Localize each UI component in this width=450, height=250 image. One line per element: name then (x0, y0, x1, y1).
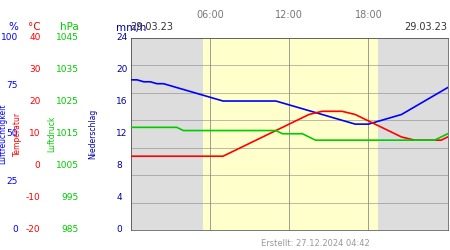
Text: °C: °C (28, 22, 40, 32)
Text: 30: 30 (29, 65, 40, 74)
Text: 995: 995 (62, 194, 79, 202)
Text: 1035: 1035 (56, 65, 79, 74)
Text: 20: 20 (116, 65, 127, 74)
Text: 0: 0 (116, 226, 122, 234)
Text: 25: 25 (7, 178, 18, 186)
Text: 1015: 1015 (56, 129, 79, 138)
Bar (203, 38, 378, 230)
Text: 18:00: 18:00 (355, 10, 382, 20)
Text: 24: 24 (116, 33, 127, 42)
Text: 20: 20 (29, 97, 40, 106)
Text: 06:00: 06:00 (196, 10, 224, 20)
Text: %: % (8, 22, 18, 32)
Text: 10: 10 (29, 129, 40, 138)
Text: 1005: 1005 (56, 161, 79, 170)
Text: mm/h: mm/h (116, 22, 147, 32)
Text: 985: 985 (62, 226, 79, 234)
Text: 100: 100 (1, 33, 18, 42)
Text: 16: 16 (116, 97, 128, 106)
Text: Erstellt: 27.12.2024 04:42: Erstellt: 27.12.2024 04:42 (261, 238, 370, 248)
Text: Temperatur: Temperatur (13, 112, 22, 156)
Text: 4: 4 (116, 194, 122, 202)
Text: Luftdruck: Luftdruck (47, 116, 56, 152)
Text: Luftfeuchtigkeit: Luftfeuchtigkeit (0, 104, 7, 164)
Text: 29.03.23: 29.03.23 (405, 22, 448, 32)
Text: -10: -10 (26, 194, 40, 202)
Text: 1025: 1025 (56, 97, 79, 106)
Text: 40: 40 (29, 33, 40, 42)
Text: 1045: 1045 (56, 33, 79, 42)
Text: 12:00: 12:00 (275, 10, 303, 20)
Text: 75: 75 (6, 81, 18, 90)
Text: hPa: hPa (60, 22, 79, 32)
Text: 12: 12 (116, 129, 127, 138)
Text: -20: -20 (26, 226, 40, 234)
Text: 8: 8 (116, 161, 122, 170)
Text: Niederschlag: Niederschlag (88, 108, 97, 159)
Text: 29.03.23: 29.03.23 (130, 22, 174, 32)
Text: 0: 0 (35, 161, 40, 170)
Text: 0: 0 (12, 226, 18, 234)
Text: 50: 50 (6, 129, 18, 138)
